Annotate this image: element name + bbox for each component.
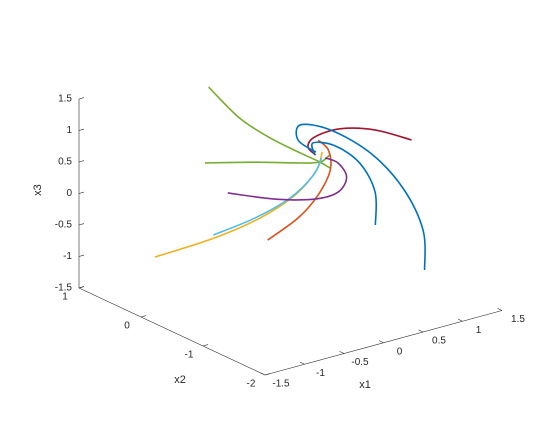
x-tick bbox=[260, 372, 266, 376]
z-tick bbox=[78, 223, 85, 226]
x-tick-label: 1.5 bbox=[511, 314, 525, 325]
x-tick-label: 0.5 bbox=[432, 336, 446, 347]
trajectory bbox=[227, 157, 348, 201]
trajectory bbox=[154, 151, 323, 258]
z-tick-label: 1.5 bbox=[58, 94, 72, 105]
x-tick bbox=[339, 351, 345, 354]
z-tick-label: 0.5 bbox=[58, 157, 72, 168]
z-tick bbox=[78, 160, 85, 163]
x-tick-label: -1.5 bbox=[272, 379, 290, 390]
trajectory bbox=[204, 154, 331, 164]
z-axis-label: x3 bbox=[32, 184, 44, 196]
z-tick bbox=[78, 191, 85, 194]
y-tick-label: -2 bbox=[247, 379, 256, 390]
x-axis-label: x1 bbox=[359, 379, 371, 391]
z-tick bbox=[78, 254, 85, 257]
y-tick bbox=[140, 315, 147, 318]
x-tick bbox=[457, 318, 463, 322]
x-tick bbox=[378, 340, 384, 344]
x-tick-label: 0 bbox=[397, 346, 403, 357]
y-tick bbox=[264, 373, 271, 376]
x-tick bbox=[497, 308, 503, 311]
trajectory bbox=[295, 123, 426, 271]
z-tick-label: -0.5 bbox=[55, 220, 73, 231]
y-axis-label: x2 bbox=[174, 374, 186, 386]
z-tick bbox=[78, 128, 85, 131]
x-tick-label: 1 bbox=[476, 325, 482, 336]
x-tick bbox=[299, 361, 305, 365]
y-tick-label: 1 bbox=[62, 292, 68, 303]
z-tick-label: -1 bbox=[63, 251, 72, 262]
z-tick bbox=[78, 97, 85, 100]
z-tick-label: 0 bbox=[66, 188, 72, 199]
y-tick-label: 0 bbox=[124, 321, 130, 332]
x-tick bbox=[418, 329, 424, 333]
trajectory bbox=[307, 127, 412, 156]
y-tick-label: -1 bbox=[185, 350, 194, 361]
y-tick bbox=[202, 344, 209, 347]
z-tick-label: 1 bbox=[66, 125, 72, 136]
x-tick-label: -1 bbox=[316, 368, 325, 379]
y-axis bbox=[78, 287, 266, 376]
y-tick bbox=[78, 286, 85, 289]
trajectory bbox=[213, 157, 323, 236]
x-tick-label: -0.5 bbox=[351, 357, 369, 368]
trajectory bbox=[208, 86, 331, 169]
trajectory bbox=[267, 139, 332, 241]
trajectory bbox=[310, 141, 378, 225]
z-tick-label: -1.5 bbox=[55, 283, 73, 294]
